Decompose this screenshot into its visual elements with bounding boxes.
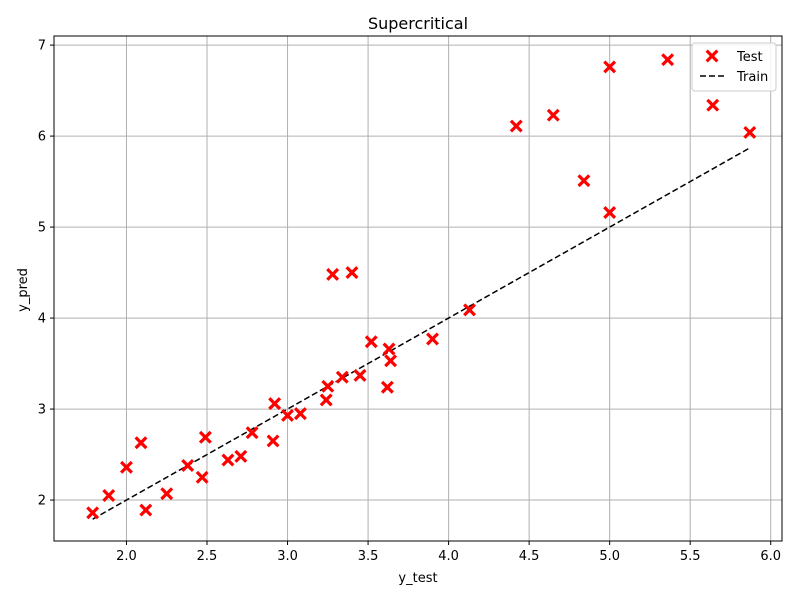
y-axis: 2 3 4 5 6 7 bbox=[38, 39, 54, 509]
test-point bbox=[353, 368, 367, 382]
test-point bbox=[603, 60, 617, 74]
test-point bbox=[384, 354, 398, 368]
test-point bbox=[293, 407, 307, 421]
test-point bbox=[245, 426, 259, 440]
test-point bbox=[380, 380, 394, 394]
test-point bbox=[321, 379, 335, 393]
x-tick-label: 5.5 bbox=[680, 549, 701, 564]
test-series bbox=[86, 53, 757, 520]
x-tick-label: 4.0 bbox=[438, 549, 459, 564]
chart-title: Supercritical bbox=[368, 14, 468, 33]
test-point bbox=[509, 119, 523, 133]
test-point bbox=[326, 267, 340, 281]
test-point bbox=[181, 459, 195, 472]
test-point bbox=[86, 506, 100, 520]
x-tick-label: 3.5 bbox=[358, 549, 379, 564]
test-point bbox=[266, 434, 280, 448]
legend-train-label: Train bbox=[736, 70, 768, 85]
y-tick-label: 4 bbox=[38, 312, 46, 327]
test-point bbox=[319, 393, 333, 407]
x-tick-label: 2.0 bbox=[116, 549, 137, 564]
x-axis: 2.0 2.5 3.0 3.5 4.0 4.5 5.0 5.5 6.0 bbox=[116, 541, 781, 564]
plot-frame bbox=[53, 35, 783, 542]
test-point bbox=[139, 503, 153, 517]
x-tick-label: 5.0 bbox=[599, 549, 620, 564]
x-tick-label: 3.0 bbox=[277, 549, 298, 564]
y-tick-label: 6 bbox=[38, 130, 46, 145]
test-point bbox=[268, 397, 282, 411]
legend-test-marker bbox=[705, 49, 719, 63]
grid bbox=[54, 36, 782, 541]
x-tick-label: 2.5 bbox=[197, 549, 218, 564]
legend: Test Train bbox=[691, 42, 777, 92]
test-point bbox=[160, 487, 174, 501]
test-point bbox=[661, 53, 675, 67]
test-point bbox=[345, 266, 359, 280]
test-point bbox=[195, 470, 209, 484]
test-point bbox=[364, 335, 378, 349]
x-tick-label: 6.0 bbox=[760, 549, 781, 564]
test-point bbox=[463, 303, 477, 317]
test-point bbox=[426, 332, 439, 346]
test-point bbox=[382, 342, 396, 356]
y-axis-label: y_pred bbox=[16, 268, 31, 312]
test-point bbox=[134, 436, 148, 450]
legend-test-label: Test bbox=[736, 50, 763, 65]
y-tick-label: 7 bbox=[38, 39, 46, 54]
test-point bbox=[281, 408, 295, 422]
test-point bbox=[120, 460, 133, 474]
y-tick-label: 5 bbox=[38, 221, 46, 236]
test-point bbox=[603, 206, 617, 219]
test-point bbox=[546, 108, 560, 122]
x-tick-label: 4.5 bbox=[519, 549, 540, 564]
test-point bbox=[706, 98, 720, 112]
test-point bbox=[221, 453, 235, 467]
test-point bbox=[234, 449, 248, 463]
test-point bbox=[198, 430, 212, 444]
y-tick-label: 3 bbox=[38, 403, 46, 418]
y-tick-label: 2 bbox=[38, 494, 46, 509]
x-axis-label: y_test bbox=[398, 571, 437, 586]
test-point bbox=[102, 489, 116, 502]
test-point bbox=[743, 125, 757, 139]
test-point bbox=[335, 370, 349, 384]
test-point bbox=[577, 174, 591, 188]
